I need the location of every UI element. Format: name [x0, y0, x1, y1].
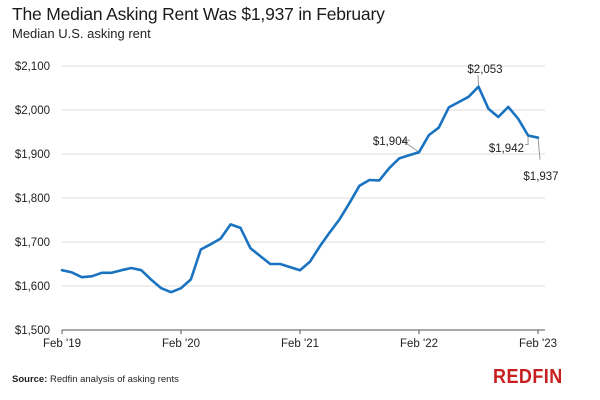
source-text: Redfin analysis of asking rents: [50, 374, 179, 385]
annotations: $1,904 $2,053 $1,942 $1,937: [373, 64, 559, 183]
y-tick-label: $1,600: [15, 281, 50, 293]
y-axis-labels: $1,500 $1,600 $1,700 $1,800 $1,900 $2,000 $2,1…: [15, 61, 50, 337]
chart-title: The Median Asking Rent Was $1,937 in Feb…: [12, 4, 385, 24]
annotation-leader-line: [537, 137, 541, 160]
annotation-label: $1,942: [489, 143, 524, 155]
annotation-label: $1,904: [373, 136, 409, 148]
annotation-leader-line: [400, 139, 420, 153]
y-tick-label: $1,700: [15, 237, 50, 249]
annotation-leaders: [400, 74, 541, 160]
x-tick-label: Feb '21: [281, 338, 319, 350]
x-tick-label: Feb '20: [162, 338, 200, 350]
y-tick-label: $1,500: [15, 325, 50, 337]
chart-subtitle: Median U.S. asking rent: [12, 26, 151, 41]
source-note: Source: Redfin analysis of asking rents: [12, 374, 179, 385]
annotation-label: $1,937: [523, 171, 558, 183]
x-tick-label: Feb '23: [519, 338, 557, 350]
x-axis: Feb '19 Feb '20 Feb '21 Feb '22 Feb '23: [43, 329, 557, 350]
y-tick-label: $1,800: [15, 193, 50, 205]
gridlines: [62, 65, 545, 287]
annotation-leader-line: [525, 135, 529, 146]
y-tick-label: $2,100: [15, 61, 50, 73]
annotation-label: $2,053: [467, 64, 502, 76]
source-label: Source:: [12, 374, 48, 385]
y-tick-label: $2,000: [15, 105, 50, 117]
x-tick-label: Feb '22: [400, 338, 438, 350]
redfin-logo: REDFIN: [493, 366, 563, 388]
annotation-leader-line: [477, 74, 479, 87]
rent-line: [60, 85, 540, 294]
y-tick-label: $1,900: [15, 149, 50, 161]
x-tick-label: Feb '19: [43, 338, 81, 350]
